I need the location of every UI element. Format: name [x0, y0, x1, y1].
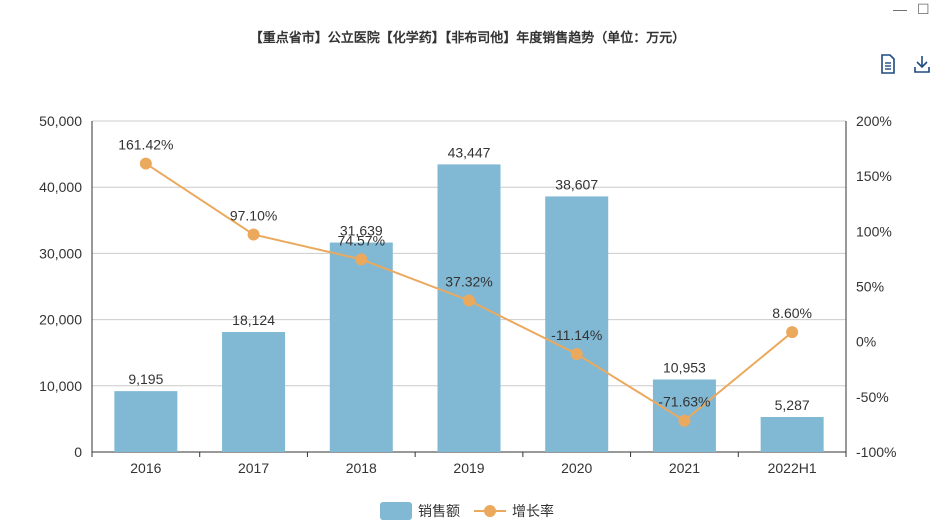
y-left-tick-label: 50,000 — [39, 113, 82, 129]
document-icon[interactable] — [879, 54, 897, 74]
bar-2020 — [545, 196, 609, 452]
growth-rate-point — [678, 414, 691, 427]
growth-rate-label: 97.10% — [230, 208, 277, 224]
x-tick-label: 2016 — [130, 460, 161, 476]
bar-value-label: 38,607 — [555, 176, 598, 192]
bar-value-label: 9,195 — [128, 371, 163, 387]
x-tick-label: 2019 — [453, 460, 484, 476]
chart-toolbox — [879, 54, 931, 74]
y-left-tick-label: 30,000 — [39, 245, 82, 261]
y-right-tick-label: -100% — [856, 444, 896, 460]
legend-label-bar: 销售额 — [418, 503, 460, 519]
maximize-icon[interactable]: ☐ — [917, 1, 930, 17]
y-right-tick-label: 150% — [856, 168, 892, 184]
window-controls: — ☐ — [893, 2, 931, 16]
y-right-tick-label: 0% — [856, 334, 876, 350]
growth-rate-label: 8.60% — [772, 305, 812, 321]
minimize-icon[interactable]: — — [893, 1, 907, 17]
legend-swatch-bar — [380, 502, 412, 520]
bar-2017 — [222, 332, 286, 452]
chart-title: 【重点省市】公立医院【化学药】【非布司他】年度销售趋势（单位：万元） — [249, 30, 686, 45]
y-right-tick-label: 50% — [856, 279, 884, 295]
growth-rate-label: -71.63% — [658, 394, 710, 410]
y-left-tick-label: 20,000 — [39, 312, 82, 328]
bar-value-label: 5,287 — [775, 397, 810, 413]
bar-value-label: 43,447 — [448, 144, 491, 160]
bar-value-label: 18,124 — [232, 312, 275, 328]
legend-swatch-line-marker — [484, 505, 496, 517]
growth-rate-label: 74.57% — [338, 232, 385, 248]
growth-rate-label: 161.42% — [118, 137, 173, 153]
bar-2016 — [114, 391, 178, 452]
growth-rate-label: 37.32% — [445, 273, 492, 289]
legend-label-line: 增长率 — [512, 503, 554, 519]
growth-rate-point — [570, 347, 583, 360]
bar-value-label: 10,953 — [663, 359, 706, 375]
bar-2022H1 — [760, 417, 824, 452]
y-left-tick-label: 10,000 — [39, 378, 82, 394]
x-tick-label: 2018 — [346, 460, 377, 476]
y-right-tick-label: 100% — [856, 223, 892, 239]
y-right-tick-label: 200% — [856, 113, 892, 129]
y-left-tick-label: 0 — [74, 444, 82, 460]
x-tick-label: 2021 — [669, 460, 700, 476]
bar-2018 — [329, 242, 393, 452]
x-tick-label: 2017 — [238, 460, 269, 476]
growth-rate-label: -11.14% — [551, 327, 602, 343]
growth-rate-point — [786, 326, 799, 339]
growth-rate-point — [463, 294, 475, 307]
download-icon[interactable] — [913, 54, 931, 74]
bar-2019 — [437, 164, 501, 452]
bar-value-label: 31,639 — [340, 223, 383, 239]
growth-rate-point — [139, 157, 152, 170]
y-left-tick-label: 40,000 — [39, 179, 82, 195]
x-tick-label: 2022H1 — [768, 460, 817, 476]
y-right-tick-label: -50% — [856, 389, 889, 405]
growth-rate-point — [247, 228, 260, 241]
x-tick-label: 2020 — [561, 460, 592, 476]
growth-rate-point — [355, 253, 368, 266]
